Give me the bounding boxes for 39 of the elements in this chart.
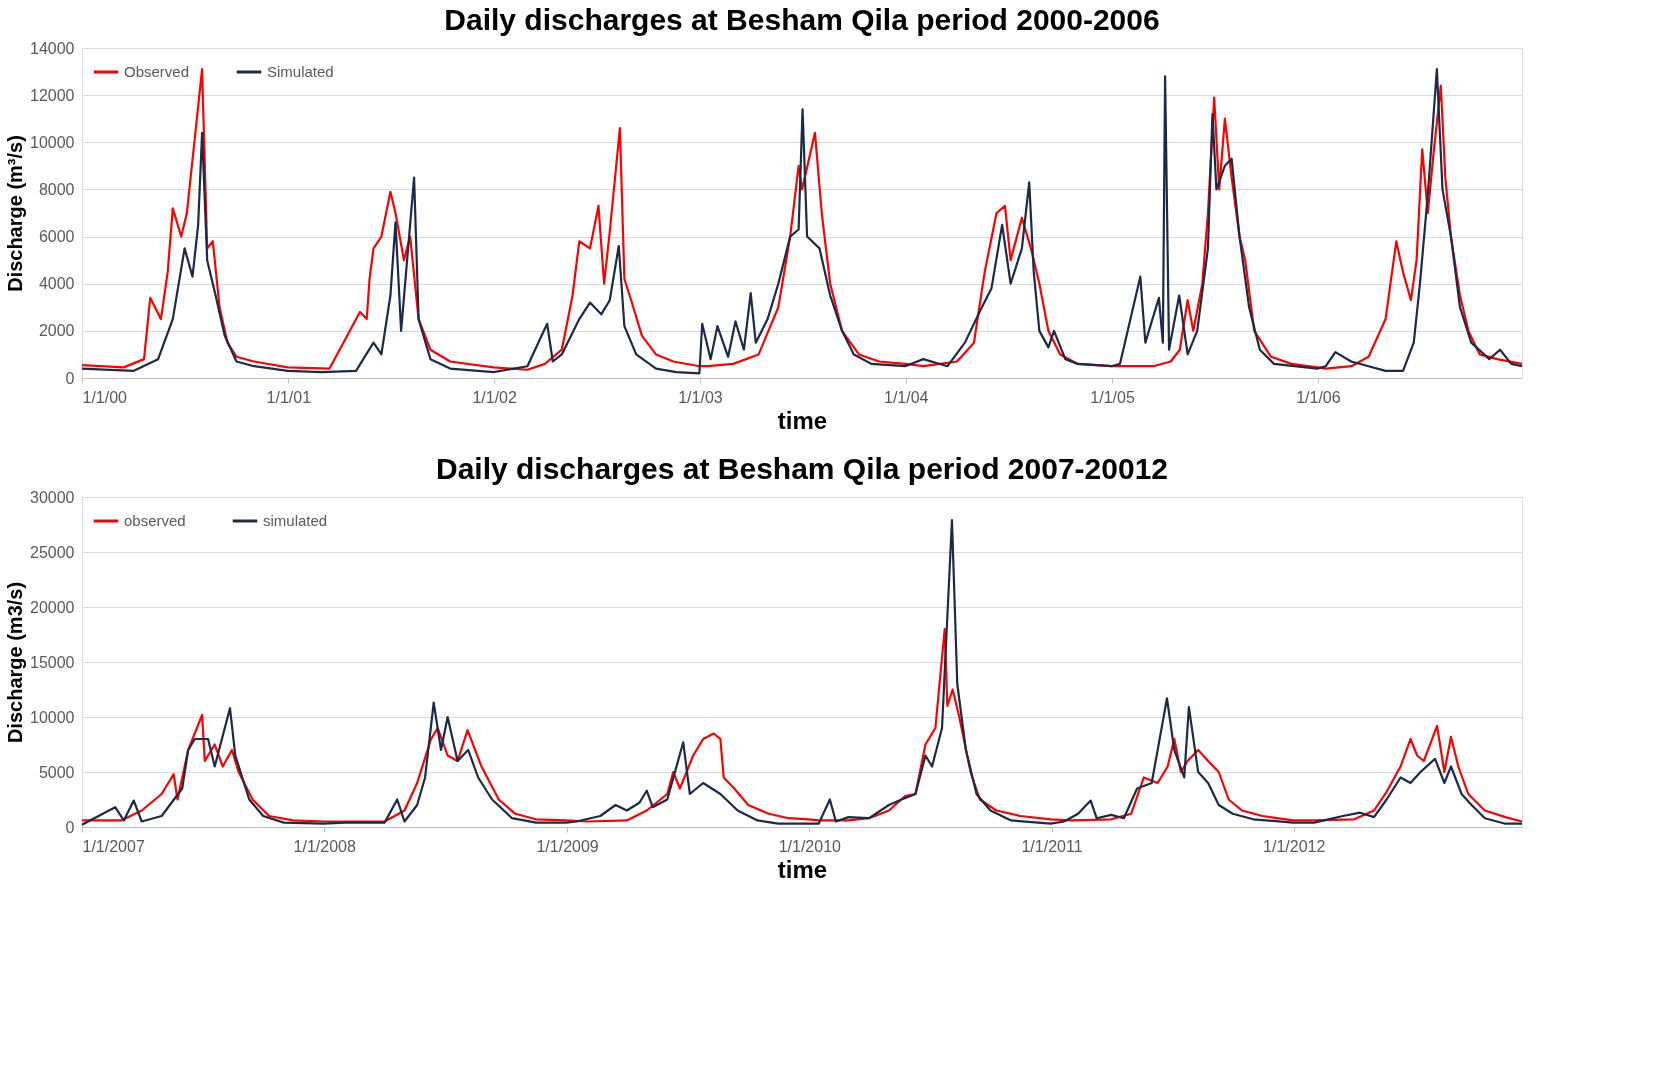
x-tick-label: 1/1/2011: [1021, 837, 1083, 855]
x-tick-label: 1/1/05: [1090, 388, 1135, 406]
x-axis-title: time: [777, 855, 828, 883]
y-tick-label: 12000: [30, 86, 75, 104]
x-tick-label: 1/1/06: [1296, 388, 1341, 406]
y-tick-label: 6000: [38, 228, 75, 246]
y-axis-title: Discharge (m3/s): [4, 581, 27, 744]
x-tick-label: 1/1/01: [266, 388, 312, 406]
y-tick-label: 10000: [30, 133, 75, 151]
line-series: [80, 627, 1524, 823]
legend-label: simulated: [263, 512, 328, 529]
chart-title: Daily discharges at Besham Qila period 2000-2006: [444, 3, 1160, 36]
x-axis-title: time: [777, 406, 828, 434]
legend-label: Observed: [124, 63, 190, 80]
y-tick-label: 15000: [30, 653, 75, 671]
x-tick-label: 1/1/2008: [293, 837, 356, 855]
chart-title: Daily discharges at Besham Qila period 2007-20012: [435, 452, 1169, 485]
y-tick-label: 8000: [38, 180, 75, 198]
y-tick-label: 2000: [38, 322, 75, 340]
y-tick-label: 20000: [30, 598, 75, 616]
y-tick-label: 10000: [30, 708, 75, 726]
y-axis-title: Discharge (m³/s): [4, 135, 27, 292]
x-tick-label: 1/1/2009: [536, 837, 599, 855]
y-tick-label: 14000: [30, 39, 75, 57]
y-tick-label: 5000: [38, 763, 75, 781]
x-tick-label: 1/1/2007: [82, 837, 145, 855]
legend-label: Simulated: [267, 63, 334, 80]
x-tick-label: 1/1/02: [472, 388, 517, 406]
y-tick-label: 0: [65, 369, 75, 387]
y-tick-label: 4000: [38, 275, 75, 293]
x-tick-label: 1/1/2010: [778, 837, 842, 855]
legend-label: observed: [124, 512, 186, 529]
y-tick-label: 30000: [30, 488, 75, 506]
x-tick-label: 1/1/00: [82, 388, 128, 406]
x-tick-label: 1/1/04: [884, 388, 929, 406]
x-tick-label: 1/1/03: [678, 388, 723, 406]
y-tick-label: 0: [65, 818, 75, 836]
x-tick-label: 1/1/2012: [1263, 837, 1326, 855]
y-tick-label: 25000: [30, 543, 75, 561]
